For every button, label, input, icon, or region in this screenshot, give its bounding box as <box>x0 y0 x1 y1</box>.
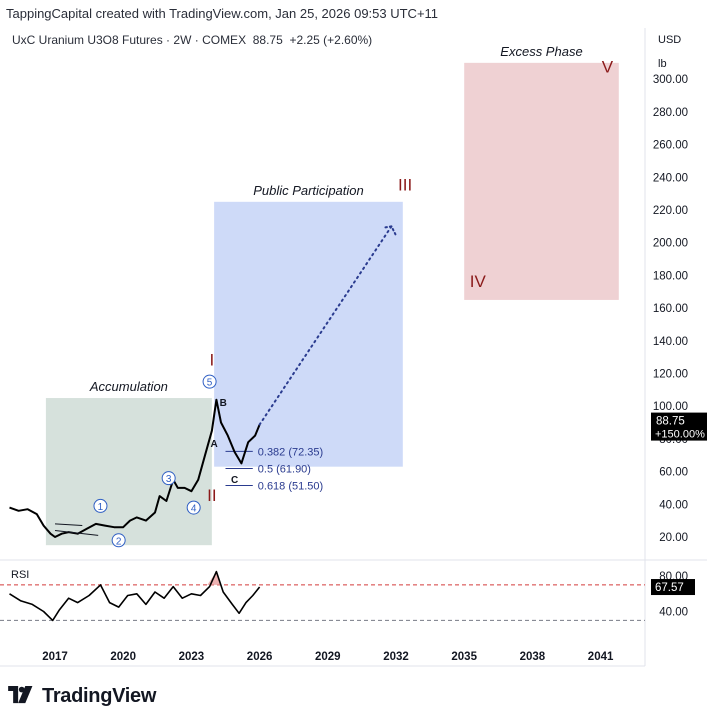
fib-layer: 0.382 (72.35) 0.5 (61.90) 0.618 (51.50) <box>225 446 323 492</box>
last-price-change: +150.00% <box>655 429 705 441</box>
subwave-label: 5 <box>207 378 213 389</box>
projected-arrowhead <box>384 225 397 236</box>
price-tick-label: 180.00 <box>653 270 688 282</box>
excess-phase-zone-label: Excess Phase <box>500 44 582 59</box>
time-tick-label: 2023 <box>179 651 205 663</box>
rsi-title: RSI <box>11 569 29 581</box>
symbol-price: 88.75 <box>252 33 283 47</box>
price-tick-label: 240.00 <box>653 172 688 184</box>
wave-label-iv: IV <box>470 272 487 291</box>
price-tick-label: 220.00 <box>653 205 688 217</box>
legend-separator: · <box>191 33 203 47</box>
price-tick-label: 160.00 <box>653 303 688 315</box>
fib-level-label: 0.618 (51.50) <box>258 480 323 492</box>
wave-label-i: I <box>209 350 214 369</box>
price-axis[interactable]: 20.0040.0060.0080.00100.00120.00140.0016… <box>651 74 707 544</box>
accumulation-zone-label: Accumulation <box>89 379 168 394</box>
tradingview-logo: TradingView <box>6 684 156 708</box>
wave-label-ii: II <box>207 486 216 505</box>
chart-credit: TappingCapital created with TradingView.… <box>6 6 439 21</box>
price-tick-label: 20.00 <box>659 532 688 544</box>
symbol-legend[interactable]: UxC Uranium U3O8 Futures · 2W · COMEX 88… <box>12 33 372 47</box>
time-tick-label: 2038 <box>520 651 546 663</box>
subwave-circle <box>186 500 201 515</box>
public-participation-zone-label: Public Participation <box>253 183 364 198</box>
series-layer <box>9 225 397 538</box>
tradingview-logo-text: TradingView <box>42 684 157 707</box>
last-price-value: 88.75 <box>656 416 685 428</box>
time-tick-label: 2020 <box>110 651 136 663</box>
price-tick-label: 200.00 <box>653 238 688 250</box>
grid-layer <box>0 28 707 667</box>
projected-path <box>258 225 393 426</box>
zones-layer: Accumulation Public Participation Excess P… <box>45 44 619 546</box>
price-line <box>9 398 261 538</box>
price-tick-label: 40.00 <box>659 499 688 511</box>
subwave-circle <box>161 471 176 486</box>
axis-unit[interactable]: lb <box>658 58 667 70</box>
accumulation-zone <box>45 398 212 546</box>
excess-phase-zone <box>464 62 619 300</box>
time-tick-label: 2041 <box>588 651 614 663</box>
subwave-label: 1 <box>98 502 104 513</box>
symbol-name: UxC Uranium U3O8 Futures <box>12 33 163 47</box>
base-trendline <box>54 523 83 527</box>
time-tick-label: 2029 <box>315 651 341 663</box>
time-axis[interactable]: 2017 2020 2023 2026 2029 2032 2035 2038 2041 <box>42 651 614 663</box>
legend-separator: · <box>162 33 174 47</box>
subwave-circle <box>111 533 126 548</box>
abc-label-b: B <box>220 398 227 409</box>
base-trendline <box>54 529 99 536</box>
time-tick-label: 2026 <box>247 651 273 663</box>
subwave-circle <box>202 374 217 389</box>
last-price-tag[interactable] <box>651 412 707 441</box>
symbol-change: +2.25 (+2.60%) <box>289 33 373 47</box>
price-tick-label: 60.00 <box>659 467 688 479</box>
public-participation-zone <box>214 201 403 467</box>
fib-level-label: 0.5 (61.90) <box>258 463 311 475</box>
wave-label-v: V <box>602 58 614 77</box>
symbol-interval: 2W <box>173 33 192 47</box>
subwave-label: 2 <box>116 536 122 547</box>
rsi-line <box>9 570 261 622</box>
symbol-exchange: COMEX <box>202 33 247 47</box>
price-tick-label: 280.00 <box>653 107 688 119</box>
abc-label-c: C <box>231 475 238 486</box>
abc-label-a: A <box>211 439 218 450</box>
subwave-circle <box>93 498 108 513</box>
price-tick-label: 100.00 <box>653 401 688 413</box>
time-tick-label: 2017 <box>42 651 68 663</box>
subwave-label: 4 <box>191 504 197 515</box>
axis-currency[interactable]: USD <box>658 34 682 46</box>
price-tick-label: 300.00 <box>653 74 688 86</box>
wave-label-iii: III <box>398 175 412 194</box>
rsi-last-tag[interactable] <box>651 579 695 596</box>
time-tick-label: 2032 <box>383 651 409 663</box>
price-tick-label: 260.00 <box>653 140 688 152</box>
subwave-label: 3 <box>166 474 172 485</box>
price-tick-label: 140.00 <box>653 336 688 348</box>
rsi-tick-label: 40.00 <box>659 607 688 619</box>
time-tick-label: 2035 <box>451 651 477 663</box>
price-tick-label: 120.00 <box>653 369 688 381</box>
rsi-last-value: 67.57 <box>655 582 684 594</box>
fib-level-label: 0.382 (72.35) <box>258 446 323 458</box>
tradingview-logo-icon <box>8 686 33 704</box>
